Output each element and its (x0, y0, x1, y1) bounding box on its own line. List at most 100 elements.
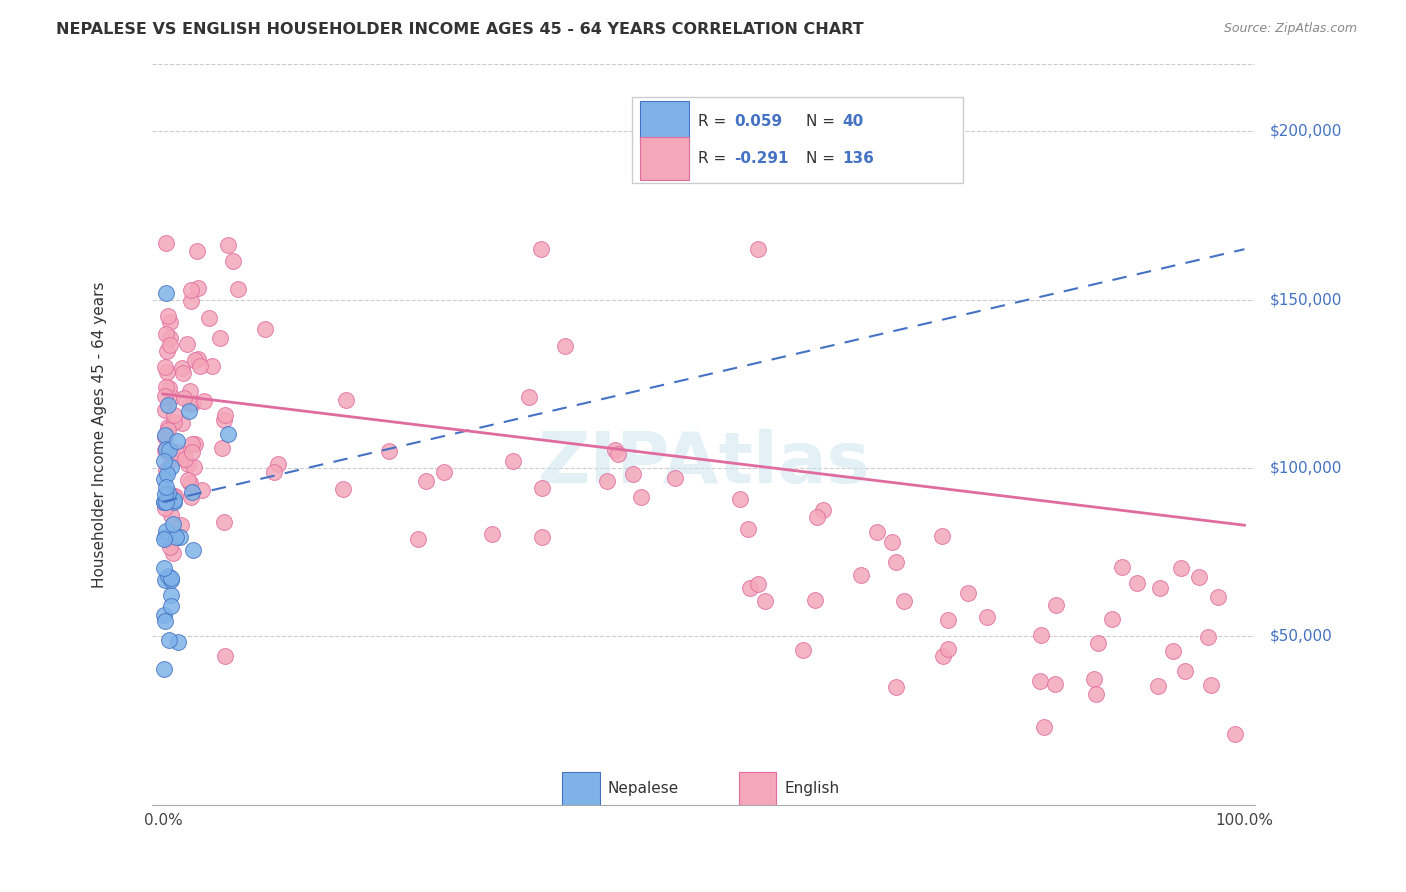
Text: Nepalese: Nepalese (607, 780, 679, 796)
Point (851, 568, 873, 582)
Point (1043, 676, 1066, 690)
Point (153, 430, 176, 444)
Point (173, 447, 195, 461)
Point (156, 423, 179, 437)
Point (170, 517, 193, 532)
Point (155, 442, 177, 456)
Point (165, 530, 187, 544)
Point (186, 244, 208, 258)
Point (332, 482, 354, 496)
Point (162, 516, 184, 531)
Text: 0.059: 0.059 (734, 114, 783, 129)
Point (214, 413, 236, 427)
Point (531, 481, 554, 495)
Point (156, 467, 179, 482)
Point (153, 530, 176, 544)
Text: $200,000: $200,000 (1270, 124, 1341, 139)
Point (177, 473, 200, 487)
Point (880, 534, 903, 549)
Point (163, 494, 186, 508)
Point (813, 503, 835, 517)
Point (481, 527, 503, 541)
Point (1111, 560, 1133, 574)
Point (214, 649, 236, 664)
Point (517, 390, 540, 404)
FancyBboxPatch shape (640, 137, 689, 180)
Point (187, 281, 209, 295)
Point (1147, 679, 1170, 693)
Point (159, 331, 181, 345)
Point (173, 451, 195, 466)
Point (153, 454, 176, 468)
Point (155, 524, 177, 538)
Point (169, 530, 191, 544)
Point (1170, 561, 1192, 575)
Point (884, 555, 907, 569)
Point (167, 634, 190, 648)
Point (806, 510, 828, 524)
Point (176, 336, 198, 351)
Point (226, 281, 249, 295)
Point (156, 309, 179, 323)
Point (621, 467, 644, 481)
Point (1045, 598, 1067, 612)
Point (222, 254, 245, 268)
Point (153, 427, 176, 442)
Point (664, 471, 686, 485)
Point (157, 381, 180, 395)
Point (1029, 673, 1052, 688)
Point (180, 283, 202, 297)
Point (181, 437, 204, 451)
Point (155, 463, 177, 477)
Point (157, 568, 180, 582)
Point (173, 391, 195, 405)
Point (153, 533, 176, 547)
Point (177, 404, 200, 418)
Point (606, 447, 628, 461)
Point (253, 322, 276, 336)
Point (155, 326, 177, 341)
Point (157, 633, 180, 648)
Point (936, 642, 959, 657)
Point (957, 585, 980, 599)
Point (155, 495, 177, 509)
Text: NEPALESE VS ENGLISH HOUSEHOLDER INCOME AGES 45 - 64 YEARS CORRELATION CHART: NEPALESE VS ENGLISH HOUSEHOLDER INCOME A… (56, 22, 863, 37)
Point (190, 483, 212, 497)
Point (180, 490, 202, 504)
Point (162, 408, 184, 422)
Point (159, 487, 181, 501)
Point (180, 293, 202, 308)
Point (433, 465, 456, 479)
Point (1032, 720, 1054, 734)
Point (187, 352, 209, 367)
FancyBboxPatch shape (631, 97, 963, 183)
FancyBboxPatch shape (740, 772, 776, 805)
Point (160, 508, 183, 523)
Point (415, 474, 437, 488)
Point (335, 392, 357, 407)
Point (737, 522, 759, 536)
Point (156, 343, 179, 358)
Point (884, 681, 907, 695)
Point (1126, 576, 1149, 591)
Text: ZIPAtlas: ZIPAtlas (537, 429, 870, 499)
Point (198, 311, 221, 326)
Point (378, 444, 401, 458)
Point (165, 445, 187, 459)
Point (160, 460, 183, 475)
Point (153, 560, 176, 574)
Text: N =: N = (806, 114, 841, 129)
Point (1101, 612, 1123, 626)
Point (153, 402, 176, 417)
Point (155, 235, 177, 250)
Point (804, 592, 827, 607)
Point (172, 361, 194, 376)
Point (162, 546, 184, 560)
Point (159, 533, 181, 548)
Point (1223, 727, 1246, 741)
Point (530, 242, 553, 256)
Point (163, 415, 186, 429)
Point (159, 449, 181, 463)
Point (165, 450, 187, 465)
Point (155, 480, 177, 494)
